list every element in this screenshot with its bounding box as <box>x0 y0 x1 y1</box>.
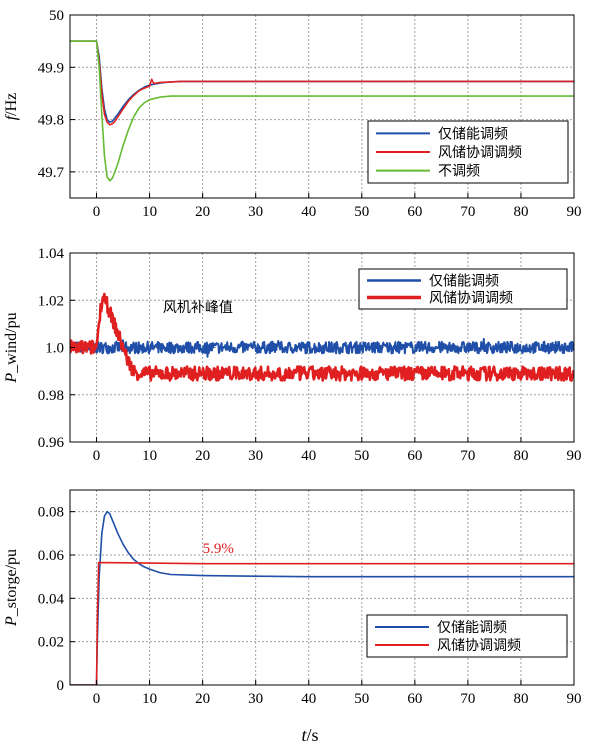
chart-panel-3: 0 10 20 30 40 50 60 70 80 90 0 0.02 0.04 0.06 0.08 P_st… <box>3 489 582 707</box>
x-tick-label: 20 <box>195 204 210 220</box>
x-axis-label-symbol: t <box>301 725 307 745</box>
x-tick-label: 70 <box>460 204 475 220</box>
y-axis-label-rest: /Hz <box>3 93 20 116</box>
y-axis-label-rest: _storge/pu <box>3 549 20 617</box>
x-axis-label-rest: /s <box>307 725 319 745</box>
series-line-2 <box>70 561 574 685</box>
x-tick-label: 10 <box>142 691 157 707</box>
x-tick-label: 70 <box>460 691 475 707</box>
x-axis-label: t/s <box>301 725 318 745</box>
series-line-1 <box>70 337 574 358</box>
x-tick-label: 30 <box>248 691 263 707</box>
annotation-label: 5.9% <box>203 541 234 557</box>
x-tick-label: 0 <box>93 204 101 220</box>
plot-frame <box>69 14 575 199</box>
series-group <box>70 40 574 182</box>
y-tick-label: 1.04 <box>38 246 65 262</box>
x-tick-label: 50 <box>354 448 369 464</box>
y-tick-label: 0.08 <box>38 505 64 521</box>
y-axis-label-symbol: P <box>3 616 20 627</box>
series-line-2 <box>70 292 574 382</box>
series-group <box>70 292 574 382</box>
y-tick-label: 0.96 <box>38 435 65 451</box>
y-axis-label: f/Hz <box>3 93 20 121</box>
legend-label: 仅储能调频 <box>437 620 507 636</box>
x-tick-label: 80 <box>513 448 528 464</box>
x-tick-label: 90 <box>567 691 582 707</box>
y-tick-label: 1.0 <box>45 341 64 357</box>
y-axis-label-symbol: f <box>3 113 20 120</box>
x-tick-label: 60 <box>407 204 422 220</box>
plot-frame <box>69 489 575 686</box>
y-tick-label: 1.02 <box>38 293 64 309</box>
annotation-label: 风机补峰值 <box>163 300 233 316</box>
y-axis-label-symbol: P <box>3 373 20 384</box>
legend-label: 风储协调调频 <box>429 291 513 307</box>
x-tick-label: 90 <box>567 204 582 220</box>
x-tick-label: 30 <box>248 448 263 464</box>
y-tick-label: 0.02 <box>38 635 64 651</box>
legend-label: 仅储能调频 <box>438 126 508 142</box>
x-tick-label: 50 <box>354 204 369 220</box>
series-group <box>70 510 574 685</box>
x-tick-label: 0 <box>93 691 101 707</box>
legend-label: 仅储能调频 <box>429 274 499 290</box>
chart-panel-2: 0 10 20 30 40 50 60 70 80 90 0.96 0.98 1.0 1.02 1.04 P_… <box>3 246 582 464</box>
y-axis-label: P_wind/pu <box>3 312 20 383</box>
x-tick-label: 60 <box>407 691 422 707</box>
x-tick-label: 20 <box>195 691 210 707</box>
legend-label: 不调频 <box>438 164 480 180</box>
x-tick-label: 40 <box>301 691 316 707</box>
x-tick-label: 30 <box>248 204 263 220</box>
y-tick-label: 0.04 <box>38 591 65 607</box>
y-tick-label: 49.8 <box>38 113 64 129</box>
x-tick-label: 70 <box>460 448 475 464</box>
x-tick-label: 60 <box>407 448 422 464</box>
y-tick-label: 49.7 <box>38 165 65 181</box>
x-tick-label: 10 <box>142 204 157 220</box>
legend-box <box>358 268 568 310</box>
y-tick-label: 0.06 <box>38 548 65 564</box>
x-tick-label: 80 <box>513 691 528 707</box>
x-tick-label: 40 <box>301 204 316 220</box>
y-tick-label: 0.98 <box>38 388 64 404</box>
y-axis-label-rest: _wind/pu <box>3 312 20 373</box>
x-tick-label: 0 <box>93 448 101 464</box>
series-line-1 <box>70 510 574 685</box>
legend-label: 风储协调调频 <box>438 145 522 161</box>
legend-label: 风储协调调频 <box>437 638 521 654</box>
x-tick-label: 10 <box>142 448 157 464</box>
y-tick-label: 0 <box>57 678 65 694</box>
series-line-2 <box>70 40 574 126</box>
series-line-3 <box>70 40 574 182</box>
legend-box <box>366 614 568 658</box>
x-tick-label: 20 <box>195 448 210 464</box>
x-tick-label: 90 <box>567 448 582 464</box>
x-tick-label: 80 <box>513 204 528 220</box>
y-tick-label: 50 <box>49 8 64 24</box>
x-tick-label: 40 <box>301 448 316 464</box>
y-tick-label: 49.9 <box>38 60 64 76</box>
chart-panel-1: 0 10 20 30 40 50 60 70 80 90 49.7 49.8 49.9 50 f/Hz 仅储能… <box>3 8 582 220</box>
y-axis-label: P_storge/pu <box>3 549 20 627</box>
x-tick-label: 50 <box>354 691 369 707</box>
